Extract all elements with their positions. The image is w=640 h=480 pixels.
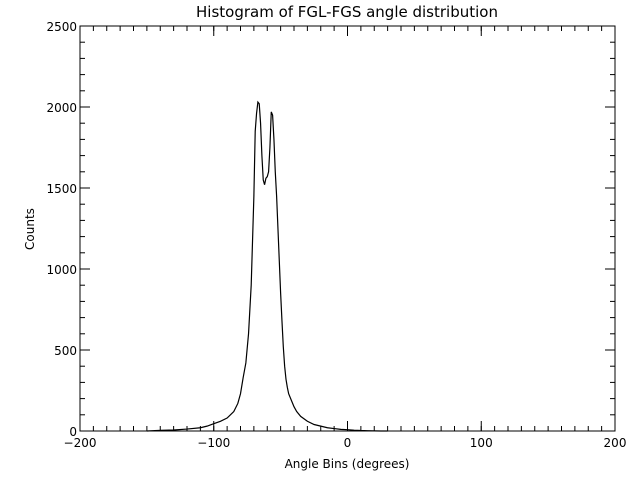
y-tick-label: 1000 (46, 263, 77, 277)
x-tick-label: 200 (604, 436, 627, 450)
x-axis-title: Angle Bins (degrees) (285, 457, 410, 471)
y-axis-title: Counts (23, 208, 37, 250)
y-tick-label: 500 (54, 344, 77, 358)
x-tick-label: −200 (64, 436, 97, 450)
y-tick-label: 1500 (46, 182, 77, 196)
y-tick-label: 2000 (46, 101, 77, 115)
histogram-line (146, 100, 388, 432)
axis-ticks (79, 25, 616, 432)
chart-title: Histogram of FGL-FGS angle distribution (196, 3, 498, 21)
x-tick-label: −100 (197, 436, 230, 450)
y-tick-label: 0 (69, 425, 77, 439)
x-tick-label: 100 (470, 436, 493, 450)
x-tick-label: 0 (344, 436, 352, 450)
y-tick-label: 2500 (46, 20, 77, 34)
